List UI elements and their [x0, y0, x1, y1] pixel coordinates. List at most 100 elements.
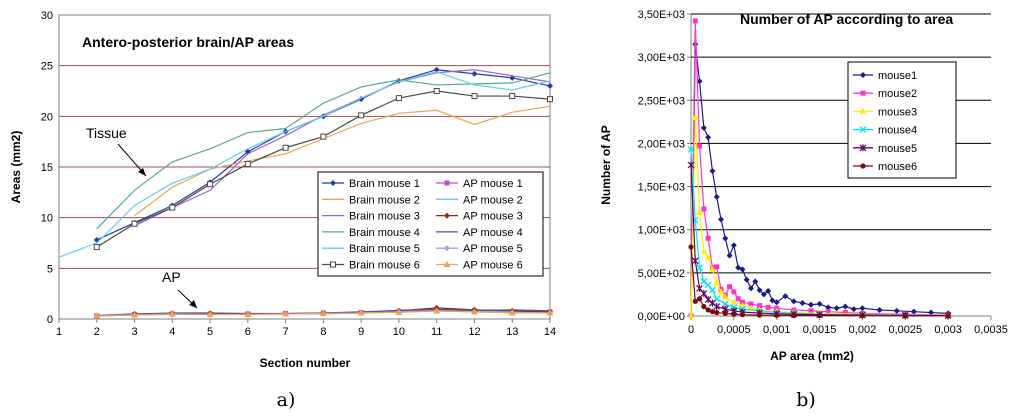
chart-b-x-tick-label: 0,0035: [974, 324, 1008, 336]
chart-b-legend-box: [847, 61, 957, 179]
data-point-brain-mouse-6: [433, 88, 440, 94]
chart-b-x-axis-title: AP area (mm2): [770, 349, 854, 363]
data-point-mouse6: [902, 313, 908, 319]
chart-b-series: [687, 18, 952, 320]
legend-swatch-marker: [444, 245, 450, 252]
legend-label: Brain mouse 5: [349, 243, 420, 255]
data-point-mouse6: [791, 312, 797, 319]
data-point-mouse2: [701, 206, 707, 212]
legend-item-ap-mouse-3: AP mouse 3: [436, 211, 523, 223]
data-point-mouse1: [850, 306, 857, 313]
legend-swatch-marker: [443, 261, 451, 267]
chart-b-y-tick-label: 1,00E+03: [638, 225, 685, 237]
legend-label: AP mouse 5: [463, 243, 523, 255]
data-point-mouse2: [731, 289, 737, 295]
data-point-mouse2: [757, 303, 763, 309]
data-point-mouse2: [765, 304, 771, 310]
legend-label: Brain mouse 1: [349, 178, 420, 190]
data-point-ap-mouse-6: [470, 308, 478, 315]
data-point-mouse2: [825, 309, 831, 315]
data-point-mouse2: [705, 235, 711, 241]
legend-item-brain-mouse-1: Brain mouse 1: [322, 178, 420, 190]
data-point-mouse1: [713, 193, 720, 200]
data-point-mouse3: [704, 253, 712, 260]
legend-item-mouse2: mouse2: [853, 88, 917, 100]
data-point-mouse1: [730, 242, 737, 249]
chart-a-series: [58, 66, 554, 319]
data-point-mouse3: [696, 208, 704, 215]
data-point-mouse1: [739, 266, 746, 273]
legend-swatch-marker: [860, 72, 866, 78]
data-point-brain-mouse-6: [509, 93, 516, 100]
series-ap-mouse-6: [93, 307, 554, 319]
chart-b-x-tick-label: 0,0015: [803, 324, 837, 336]
data-point-mouse5: [700, 290, 708, 298]
data-point-brain-mouse-6: [358, 112, 365, 119]
chart-a-x-tick-label: 1: [56, 326, 62, 338]
series-brain-mouse-2: [134, 105, 551, 217]
legend-swatch-marker: [330, 261, 336, 268]
data-point-mouse1: [748, 285, 754, 292]
chart-a-caption: a): [277, 389, 296, 411]
chart-b-x-tick-label: 0,003: [934, 324, 962, 336]
data-point-brain-mouse-6: [547, 96, 553, 103]
data-point-mouse6: [705, 307, 711, 313]
legend-item-mouse4: mouse4: [853, 125, 917, 137]
data-point-mouse1: [765, 287, 772, 294]
chart-b-y-tick-label: 3,00E+03: [638, 52, 685, 64]
legend-swatch-marker: [330, 180, 336, 186]
chart-b-x-tick-label: 0,001: [763, 324, 791, 336]
data-point-mouse1: [790, 298, 797, 305]
series-brain-mouse-5: [58, 71, 551, 258]
legend-swatch-marker: [859, 126, 867, 134]
chart-a-x-tick-label: 3: [131, 326, 137, 338]
legend-item-ap-mouse-1: AP mouse 1: [436, 178, 523, 190]
chart-b-y-tick-label: 2,50E+03: [638, 95, 685, 107]
data-point-mouse4: [687, 146, 695, 153]
data-point-mouse6: [688, 244, 694, 250]
data-point-mouse6: [859, 313, 866, 319]
chart-a-y-tick-label: 5: [47, 263, 53, 275]
data-point-mouse3: [730, 298, 738, 305]
data-point-mouse1: [722, 235, 729, 242]
series-mouse6: [688, 244, 951, 319]
chart-a-x-tick-label: 10: [393, 326, 405, 338]
data-point-mouse3: [713, 279, 721, 286]
series-line-brain-mouse-2: [134, 105, 551, 217]
chart-a-title-box: [76, 28, 351, 56]
data-point-brain-mouse-6: [93, 244, 100, 251]
legend-label: AP mouse 4: [463, 227, 523, 239]
chart-a-legend: Brain mouse 1 Brain mouse 2 Brain mouse 3 B…: [317, 171, 544, 277]
data-point-mouse1: [842, 303, 849, 310]
data-point-ap-mouse-6: [282, 310, 290, 317]
legend-item-mouse3: mouse3: [853, 106, 917, 118]
data-point-mouse6: [739, 312, 746, 318]
chart-a-y-ticks: 0 5 10 15 20 25 30: [41, 10, 53, 326]
data-point-mouse1: [735, 264, 742, 271]
data-point-mouse1: [833, 305, 840, 312]
data-point-mouse6: [774, 312, 780, 318]
data-point-ap-mouse-6: [93, 312, 101, 319]
legend-item-brain-mouse-2: Brain mouse 2: [322, 194, 420, 206]
legend-item-ap-mouse-6: AP mouse 6: [436, 260, 523, 272]
chart-b-y-tick-label: 2,00E+03: [638, 138, 685, 150]
data-point-ap-mouse-6: [319, 309, 327, 316]
data-point-mouse2: [842, 310, 848, 316]
chart-a-x-tick-label: 9: [358, 326, 364, 338]
data-point-ap-mouse-6: [395, 308, 403, 315]
chart-a-x-tick-label: 5: [207, 326, 213, 338]
ap-annotation: AP: [162, 269, 181, 285]
data-point-mouse3: [721, 293, 729, 300]
data-point-mouse5: [709, 299, 716, 307]
chart-b-y-tick-label: 1,50E+03: [638, 182, 685, 194]
chart-b-x-tick-label: 0,0005: [717, 324, 751, 336]
data-point-mouse1: [756, 287, 763, 294]
series-line-mouse5: [690, 164, 949, 317]
legend-swatch-marker: [860, 90, 866, 96]
chart-b-x-tick-label: 0,002: [849, 324, 877, 336]
chart-b-y-tick-label: 3,50E+03: [638, 9, 685, 21]
data-point-mouse6: [945, 313, 951, 319]
legend-label: AP mouse 1: [463, 178, 523, 190]
data-point-mouse4: [721, 300, 729, 308]
